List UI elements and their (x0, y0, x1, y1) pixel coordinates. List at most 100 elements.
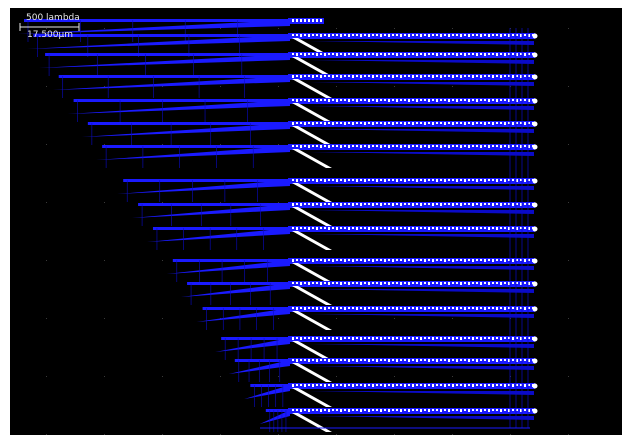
contact (364, 34, 366, 36)
contact (340, 359, 342, 361)
contact (344, 282, 346, 284)
contact (516, 359, 518, 362)
contact (348, 337, 350, 339)
contact (320, 53, 322, 55)
contact (388, 99, 390, 102)
contact (464, 75, 466, 77)
contact (500, 307, 502, 309)
contact (492, 259, 494, 262)
contact (412, 53, 414, 55)
grid-dot (278, 376, 279, 377)
contact (320, 19, 322, 22)
contact (352, 53, 354, 55)
contact (440, 282, 442, 285)
contact (340, 145, 342, 148)
contact (500, 227, 502, 229)
contact (420, 53, 422, 55)
contact (520, 53, 522, 55)
contact (360, 53, 362, 55)
cell-row (288, 178, 538, 202)
contact (428, 122, 430, 124)
contact (448, 203, 450, 205)
contact (332, 259, 334, 262)
metal-wedge (67, 100, 290, 114)
contact (328, 122, 330, 124)
contact (420, 122, 422, 124)
contact (380, 203, 382, 206)
cell-row-metal (288, 258, 535, 264)
contact (400, 282, 402, 285)
contact (420, 145, 422, 148)
contact (380, 75, 382, 78)
contact (500, 145, 502, 148)
row-end-contact (532, 121, 538, 127)
contact (420, 384, 422, 386)
grid-dot (336, 376, 337, 377)
contact (436, 99, 438, 102)
contact (524, 75, 526, 77)
contact (440, 227, 442, 229)
contact (504, 359, 506, 361)
contact (324, 259, 326, 262)
contact (312, 122, 314, 125)
contact (300, 282, 302, 285)
contact (396, 359, 398, 362)
contact (316, 359, 318, 362)
contact (492, 359, 494, 361)
contact (340, 282, 342, 285)
contact (524, 282, 526, 284)
grid-dot (394, 376, 395, 377)
contact (328, 337, 330, 339)
contact (508, 337, 510, 339)
contact (484, 282, 486, 284)
contact (492, 179, 494, 181)
contact (324, 227, 326, 229)
contact (332, 337, 334, 340)
layout-canvas[interactable]: 500 lambda 17.500µm (10, 8, 622, 435)
contact (312, 145, 314, 147)
contact (504, 259, 506, 262)
contact (316, 307, 318, 310)
contact (348, 53, 350, 55)
contact (308, 307, 310, 309)
contact (332, 282, 334, 284)
metal-wedge (146, 228, 290, 242)
contact (508, 259, 510, 261)
canvas-background (10, 8, 622, 435)
contact (496, 259, 498, 261)
contact (372, 203, 374, 206)
contact (372, 122, 374, 125)
contact (424, 282, 426, 284)
contact (452, 282, 454, 284)
contact (484, 227, 486, 229)
contact (304, 99, 306, 101)
contact (492, 75, 494, 78)
contact (292, 409, 294, 411)
contact (524, 145, 526, 147)
contact (440, 409, 442, 412)
contact (528, 282, 530, 285)
contact (436, 409, 438, 411)
contact (376, 409, 378, 411)
contact (340, 227, 342, 229)
contact (380, 282, 382, 285)
contact (380, 122, 382, 124)
contact (392, 75, 394, 78)
contact (500, 384, 502, 386)
contact (448, 337, 450, 339)
contact (344, 145, 346, 147)
contact (296, 145, 298, 147)
contact (508, 34, 510, 37)
contact (396, 99, 398, 102)
contact (472, 227, 474, 229)
contact (352, 307, 354, 309)
metal-stripe (202, 307, 291, 310)
contact (332, 227, 334, 229)
contact (512, 179, 514, 181)
contact (292, 179, 294, 181)
contact (444, 34, 446, 36)
layout-drawing[interactable] (10, 8, 622, 435)
contact (512, 75, 514, 78)
contact (320, 99, 322, 101)
contact (452, 99, 454, 101)
